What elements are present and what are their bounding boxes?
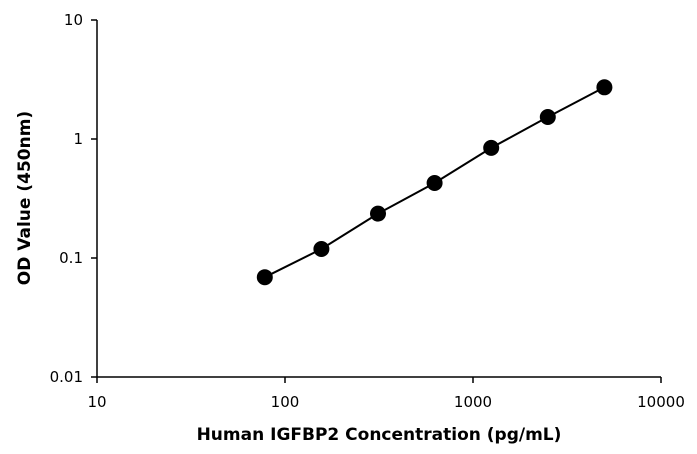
x-tick-label-1: 100 (271, 393, 300, 411)
data-point-2 (370, 205, 386, 222)
x-tick-label-2: 1000 (454, 393, 492, 411)
y-axis-title: OD Value (450nm) (15, 111, 35, 285)
y-tick-label-0: 0.01 (50, 368, 83, 386)
x-axis-title: Human IGFBP2 Concentration (pg/mL) (197, 425, 562, 445)
data-point-6 (596, 79, 613, 96)
data-point-5 (539, 109, 556, 125)
data-point-0 (256, 269, 273, 286)
y-tick-label-3: 10 (64, 11, 83, 29)
data-point-3 (426, 175, 443, 191)
data-point-1 (313, 241, 330, 257)
y-tick-label-1: 0.1 (59, 249, 83, 267)
series (256, 79, 613, 286)
x-tick-label-3: 10000 (637, 393, 685, 411)
data-point-4 (483, 139, 500, 156)
x-tick-label-0: 10 (87, 393, 106, 411)
y-tick-label-2: 1 (73, 130, 83, 148)
axes (96, 20, 661, 378)
ticks: 10 100 1000 10000 0.01 0.1 1 10 (50, 11, 685, 411)
